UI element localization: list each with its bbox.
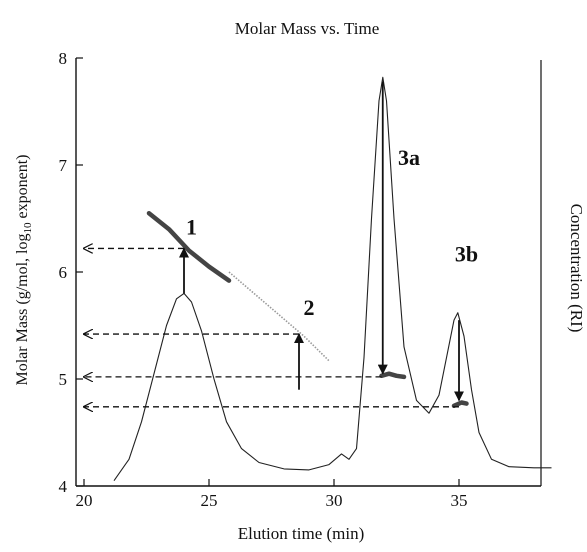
x-tick-label: 35: [451, 491, 468, 510]
y-tick-label: 5: [59, 370, 68, 389]
x-axis-label: Elution time (min): [238, 524, 365, 543]
y-tick-label: 8: [59, 49, 68, 68]
series-layer: [113, 76, 552, 482]
series-molar-mass-3a: [379, 371, 407, 380]
series-molar-mass-2: [228, 271, 330, 362]
x-axis-ticks: 20 25 30 35: [76, 479, 468, 510]
arrow-layer: [84, 81, 464, 407]
peak-label: 3b: [455, 241, 478, 266]
peak-label: 1: [186, 215, 197, 240]
x-tick-label: 30: [326, 491, 343, 510]
y-axis-label-subscript: 10: [22, 222, 34, 234]
plot-frame: [75, 58, 542, 487]
peak-label-layer: 1 2 3a 3b: [186, 145, 478, 320]
series-molar-mass-1: [146, 210, 232, 283]
y-axis-label: Molar Mass (g/mol, log10 exponent): [14, 155, 34, 386]
x-tick-label: 25: [201, 491, 218, 510]
x-tick-label: 20: [76, 491, 93, 510]
series-molar-mass-3b: [451, 400, 469, 409]
chart-title: Molar Mass vs. Time: [235, 19, 380, 38]
y-axis-ticks: 4 5 6 7 8: [59, 49, 83, 496]
y-tick-label: 6: [59, 263, 68, 282]
y-tick-label: 4: [59, 477, 68, 496]
y-axis-label-tail: exponent): [14, 155, 31, 223]
y-axis-label-main: Molar Mass (g/mol, log: [14, 233, 31, 385]
peak-label: 3a: [398, 145, 420, 170]
series-concentration: [113, 76, 552, 482]
y-tick-label: 7: [59, 156, 68, 175]
peak-label: 2: [304, 295, 315, 320]
y2-axis-label: Concentration (RI): [567, 204, 586, 333]
